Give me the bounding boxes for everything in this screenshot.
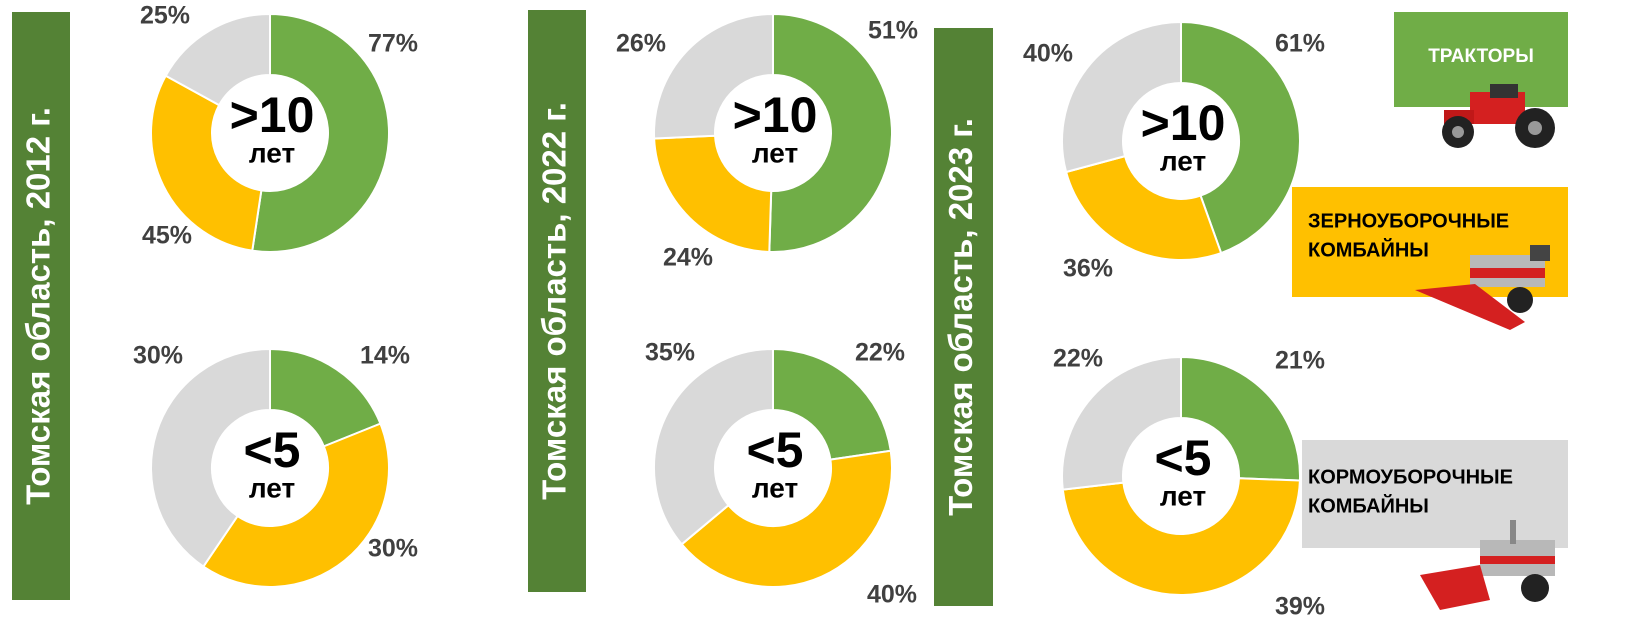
value-label: 25% — [140, 2, 190, 30]
harvester-icon — [1415, 245, 1550, 330]
donut-slice — [1180, 20, 1301, 255]
panel-title-box — [12, 12, 70, 600]
panel-title-box — [528, 10, 586, 592]
donut-slice — [680, 449, 893, 588]
panel-title: Томская область, 2012 г. — [20, 107, 57, 505]
value-label: 22% — [855, 339, 905, 367]
center-sublabel: лет — [249, 472, 295, 503]
donut-slice — [653, 134, 773, 253]
legend-label: КОРМОУБОРОЧНЫЕ — [1308, 466, 1513, 488]
donut-slice — [150, 74, 263, 252]
legend-label: ТРАКТОРЫ — [1428, 46, 1534, 67]
panel-title: Томская область, 2023 г. — [942, 118, 979, 516]
value-label: 40% — [867, 581, 917, 609]
donut-slice — [772, 347, 892, 461]
center-sublabel: лет — [1160, 480, 1206, 511]
donut-slice — [653, 12, 774, 140]
donut-slice — [150, 347, 271, 568]
donut-slice — [1061, 20, 1182, 174]
center-label: <5 — [1154, 430, 1211, 486]
legend-label: КОМБАЙНЫ — [1308, 493, 1429, 517]
center-sublabel: лет — [1160, 145, 1206, 176]
value-label: 24% — [663, 244, 713, 272]
value-label: 40% — [1023, 40, 1073, 68]
donut-slice — [653, 347, 774, 546]
value-label: 39% — [1275, 593, 1325, 621]
legend-label: ЗЕРНОУБОРОЧНЫЕ — [1308, 210, 1509, 232]
tractor-icon — [1442, 84, 1555, 148]
center-label: <5 — [746, 422, 803, 478]
legend-box — [1394, 12, 1568, 107]
center-label: >10 — [230, 87, 315, 143]
legend-label: КОМБАЙНЫ — [1308, 237, 1429, 261]
forage-harvester-icon — [1420, 520, 1555, 610]
value-label: 14% — [360, 342, 410, 370]
value-label: 36% — [1063, 255, 1113, 283]
donut-slice — [1064, 154, 1223, 261]
panel-title: Томская область, 2022 г. — [536, 102, 573, 500]
center-label: <5 — [243, 422, 300, 478]
center-sublabel: лет — [752, 137, 798, 168]
donut-slice — [164, 12, 271, 107]
donut-slice — [251, 12, 390, 253]
value-label: 35% — [645, 339, 695, 367]
legend-box — [1302, 440, 1568, 548]
donut-slice — [768, 12, 893, 253]
value-label: 51% — [868, 17, 918, 45]
value-label: 26% — [616, 30, 666, 58]
value-label: 45% — [142, 222, 192, 250]
center-sublabel: лет — [752, 472, 798, 503]
donut-slice — [201, 422, 390, 588]
donut-slice — [269, 347, 382, 448]
value-label: 30% — [133, 342, 183, 370]
donut-slice — [1061, 355, 1182, 491]
panel-title-box — [934, 28, 993, 606]
donut-slice — [1180, 355, 1301, 482]
value-label: 61% — [1275, 30, 1325, 58]
value-label: 21% — [1275, 347, 1325, 375]
center-label: >10 — [733, 87, 818, 143]
donut-slice — [1061, 477, 1301, 596]
value-label: 77% — [368, 30, 418, 58]
value-label: 30% — [368, 535, 418, 563]
value-label: 22% — [1053, 345, 1103, 373]
center-label: >10 — [1141, 95, 1226, 151]
center-sublabel: лет — [249, 137, 295, 168]
